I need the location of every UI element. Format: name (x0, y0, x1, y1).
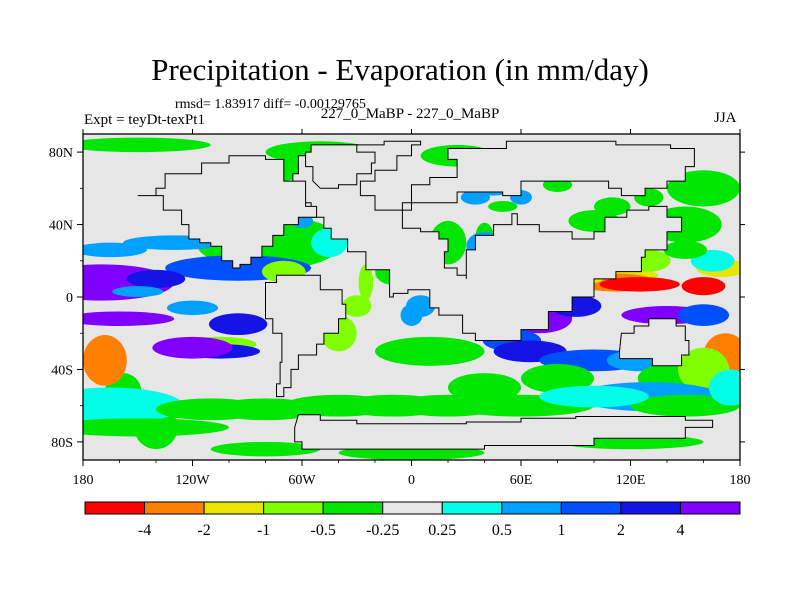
field-anomaly (83, 311, 175, 326)
continent-outline (294, 414, 714, 450)
field-anomaly (708, 369, 740, 406)
x-tick-label: 120E (616, 473, 646, 488)
field-anomaly (630, 394, 740, 417)
field-anomaly (83, 335, 127, 386)
colorbar-label: 4 (676, 522, 684, 539)
field-anomaly (663, 240, 708, 259)
chart-title: Precipitation - Evaporation (in mm/day) (151, 52, 649, 87)
x-tick-label: 180 (73, 473, 94, 488)
field-anomaly (406, 295, 436, 317)
y-tick-label: 80N (49, 146, 73, 161)
field-anomaly (210, 441, 321, 457)
colorbar-swatch (382, 501, 443, 515)
field-anomaly (152, 336, 233, 359)
field-anomaly (448, 373, 521, 403)
colorbar-label: 2 (617, 522, 625, 539)
field-anomaly (83, 137, 211, 153)
continent-outline (137, 155, 318, 269)
continent-outline (265, 274, 347, 398)
y-tick-label: 0 (66, 291, 73, 306)
case-label: 227_0_MaBP - 227_0_MaBP (320, 106, 500, 122)
experiment-label: Expt = teyDt-texPt1 (84, 112, 205, 128)
field-anomaly (126, 269, 186, 288)
colorbar-swatch (679, 501, 741, 515)
colorbar: -4 -2 -1 -0.5 -0.25 0.25 0.5 1 2 4 (84, 501, 741, 539)
colorbar-label: -0.5 (311, 522, 336, 539)
field-anomaly (208, 313, 268, 336)
colorbar-label: 1 (557, 522, 565, 539)
continent-outline (292, 140, 695, 341)
colorbar-swatch (203, 501, 265, 515)
field-anomaly (677, 304, 730, 326)
field-anomaly (539, 385, 649, 408)
colorbar-label: -0.25 (366, 522, 399, 539)
colorbar-swatch (322, 501, 384, 515)
field-anomaly (83, 418, 229, 437)
x-tick-label: 0 (408, 473, 415, 488)
colorbar-label: -2 (197, 522, 210, 539)
x-tick-label: 60W (288, 473, 316, 488)
colorbar-label: -4 (138, 522, 151, 539)
colorbar-swatch (620, 501, 681, 515)
field-anomaly (375, 336, 485, 366)
y-tick-label: 40N (49, 219, 73, 234)
season-label: JJA (714, 110, 737, 126)
colorbar-swatch (84, 501, 146, 515)
y-tick-label: 40S (51, 363, 73, 378)
colorbar-label: -1 (257, 522, 270, 539)
stats-text: rmsd= 1.83917 diff= -0.00129765 (175, 97, 366, 112)
colorbar-swatch (560, 501, 622, 515)
field-anomaly (681, 277, 726, 296)
colorbar-swatch (263, 501, 324, 515)
colorbar-label: 0.5 (492, 522, 512, 539)
field-anomaly (166, 300, 219, 316)
field-anomaly (156, 398, 266, 421)
axis-ticks: 180 120W 60W 0 60E 120E 180 80N 40N 0 40S 80S (49, 129, 751, 488)
colorbar-swatch (144, 501, 205, 515)
colorbar-swatch (441, 501, 503, 515)
field-anomaly (342, 295, 372, 317)
x-tick-label: 180 (730, 473, 751, 488)
y-tick-label: 80S (51, 436, 73, 451)
field-anomaly (488, 201, 518, 212)
field-anomaly (83, 387, 184, 424)
x-tick-label: 60E (510, 473, 533, 488)
field-anomaly (358, 264, 374, 301)
field-anomaly (521, 364, 594, 393)
colorbar-label: 0.25 (428, 522, 456, 539)
coastlines (137, 140, 714, 450)
field-anomaly (112, 286, 164, 298)
field-anomaly (599, 277, 680, 292)
continent-outline (619, 318, 690, 367)
colorbar-swatch (501, 501, 562, 515)
x-tick-label: 120W (175, 473, 210, 488)
continent-outline (305, 144, 376, 189)
